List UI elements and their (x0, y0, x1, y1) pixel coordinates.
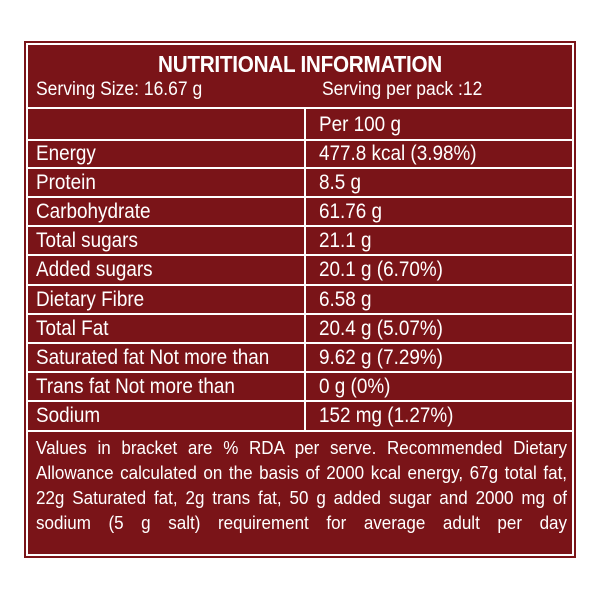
nutrient-name: Dietary Fibre (36, 287, 145, 311)
nutrient-value: 152 mg (1.27%) (319, 403, 454, 427)
nutrient-name: Protein (36, 171, 96, 195)
nutrient-name: Total sugars (36, 229, 138, 253)
divider (28, 107, 572, 109)
nutrient-name: Added sugars (36, 258, 153, 282)
nutrient-value: 477.8 kcal (3.98%) (319, 142, 477, 165)
servings-per-pack: Serving per pack :12 (322, 79, 483, 100)
nutrient-name: Energy (36, 142, 96, 165)
serving-size: Serving Size: 16.67 g (36, 79, 203, 100)
nutrient-name: Trans fat Not more than (36, 374, 235, 398)
nutrient-value: 9.62 g (7.29%) (319, 345, 443, 369)
row-divider (28, 399, 572, 402)
label-title: NUTRITIONAL INFORMATION (158, 51, 442, 77)
row-divider (28, 370, 572, 373)
column-divider (304, 107, 306, 432)
nutrient-value: 20.4 g (5.07%) (319, 316, 443, 340)
row-divider (28, 312, 572, 315)
row-divider (28, 341, 572, 344)
footnote-line: sodium (5 g salt) requirement for averag… (36, 512, 568, 533)
nutrient-value: 0 g (0%) (319, 374, 391, 398)
nutrient-value: 61.76 g (319, 200, 383, 224)
nutrient-value: 6.58 g (319, 287, 372, 311)
nutrient-value: 21.1 g (319, 229, 372, 253)
row-divider (28, 254, 572, 257)
nutrient-name: Sodium (36, 403, 101, 427)
row-divider (28, 283, 572, 286)
nutrient-name: Total Fat (36, 316, 109, 340)
footnote-line: Values in bracket are % RDA per serve. R… (36, 437, 568, 458)
footnote: Values in bracket are % RDA per serve. R… (36, 435, 568, 535)
nutrient-name: Saturated fat Not more than (36, 345, 270, 369)
divider (28, 139, 572, 141)
footnote-line: Allowance calculated on the basis of 200… (36, 462, 568, 483)
row-divider (28, 167, 572, 170)
nutrition-label: NUTRITIONAL INFORMATION Serving Size: 16… (24, 41, 576, 558)
nutrient-name: Carbohydrate (36, 200, 151, 224)
divider (28, 430, 572, 432)
nutrient-value: 20.1 g (6.70%) (319, 258, 443, 282)
row-divider (28, 196, 572, 199)
footnote-line: 22g Saturated fat, 2g trans fat, 50 g ad… (36, 487, 568, 508)
column-header: Per 100 g (319, 113, 401, 136)
row-divider (28, 225, 572, 228)
nutrient-value: 8.5 g (319, 171, 362, 195)
